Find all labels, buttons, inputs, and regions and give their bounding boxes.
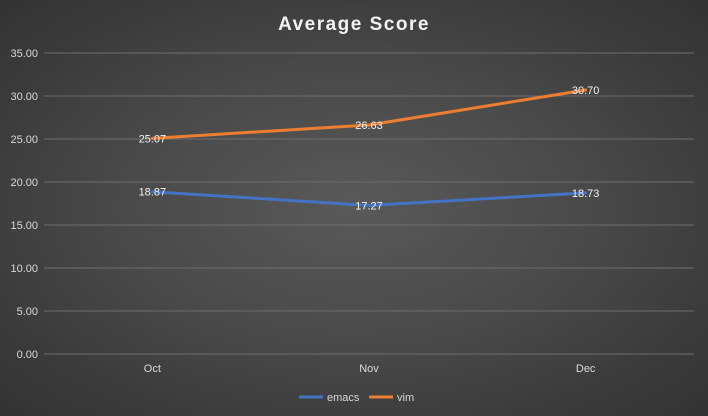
y-tick-label: 25.00 [10,134,38,146]
x-tick-label: Nov [359,363,379,375]
y-tick-label: 30.00 [10,91,38,103]
data-label: 17.27 [355,200,383,212]
y-tick-label: 0.00 [17,349,38,361]
data-labels: 18.87 17.27 18.73 25.07 26.63 30.70 [139,85,600,212]
x-tick-label: Oct [144,363,161,375]
legend: emacs vim [299,392,414,404]
legend-label-emacs: emacs [327,392,360,404]
series-line-emacs [150,190,588,207]
y-tick-label: 35.00 [10,48,38,60]
x-tick-label: Dec [576,363,596,375]
y-tick-label: 5.00 [17,306,38,318]
series-lines [150,88,588,207]
data-label: 30.70 [572,85,600,97]
y-tick-label: 10.00 [10,263,38,275]
y-axis-ticks: 0.00 5.00 10.00 15.00 20.00 25.00 30.00 35.00 [10,48,38,361]
series-line-vim [150,88,588,140]
data-label: 18.87 [139,187,167,199]
data-label: 18.73 [572,188,600,200]
data-label: 25.07 [139,133,167,145]
y-tick-label: 20.00 [10,177,38,189]
y-tick-label: 15.00 [10,220,38,232]
data-label: 26.63 [355,120,383,132]
chart-title: Average Score [278,14,430,35]
x-axis-ticks: Oct Nov Dec [144,363,596,375]
legend-label-vim: vim [397,392,414,404]
